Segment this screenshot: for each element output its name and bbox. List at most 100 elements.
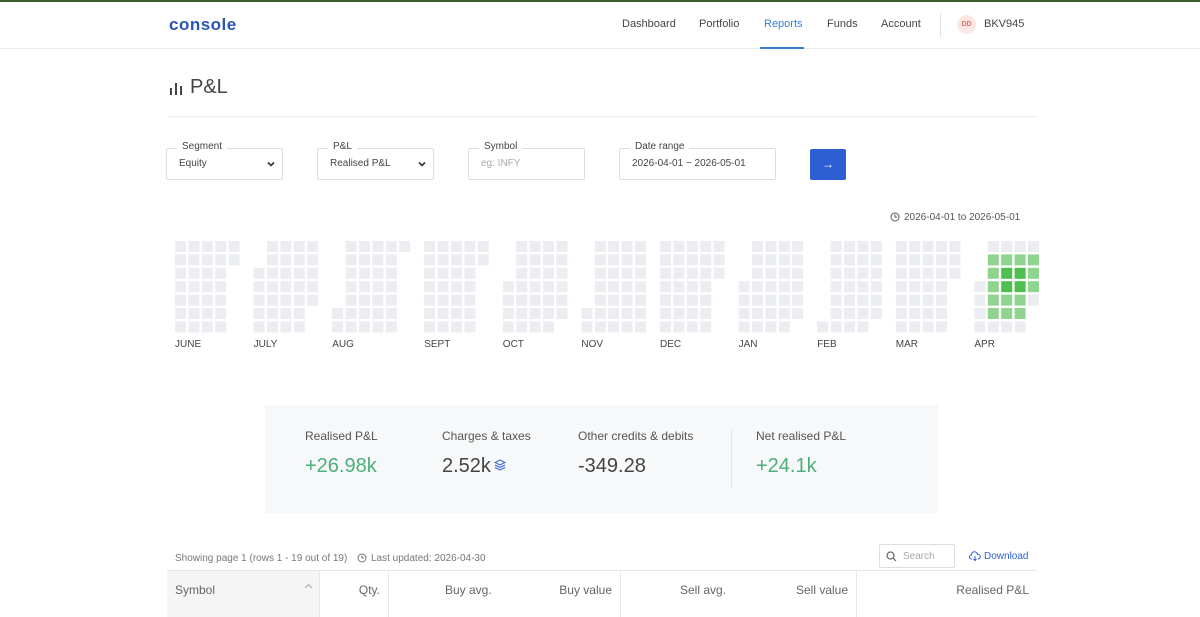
heatmap-day-cell[interactable]	[949, 267, 961, 279]
heatmap-day-cell[interactable]	[817, 321, 829, 333]
heatmap-day-cell[interactable]	[844, 267, 855, 279]
heatmap-day-cell[interactable]	[830, 321, 842, 333]
heatmap-day-cell[interactable]	[936, 294, 947, 306]
heatmap-day-cell[interactable]	[594, 254, 606, 266]
heatmap-day-cell[interactable]	[673, 308, 685, 319]
heatmap-day-cell[interactable]	[516, 294, 528, 306]
heatmap-day-cell[interactable]	[1028, 254, 1039, 266]
heatmap-day-cell[interactable]	[936, 321, 947, 333]
heatmap-day-cell[interactable]	[345, 267, 357, 279]
heatmap-day-cell[interactable]	[385, 281, 397, 293]
heatmap-day-cell[interactable]	[936, 254, 947, 266]
heatmap-day-cell[interactable]	[1014, 254, 1026, 266]
heatmap-day-cell[interactable]	[660, 241, 671, 252]
heatmap-day-cell[interactable]	[293, 281, 305, 293]
heatmap-day-cell[interactable]	[700, 254, 712, 266]
heatmap-day-cell[interactable]	[844, 241, 855, 252]
heatmap-day-cell[interactable]	[987, 321, 999, 333]
heatmap-day-cell[interactable]	[543, 241, 554, 252]
heatmap-day-cell[interactable]	[502, 294, 514, 306]
heatmap-day-cell[interactable]	[635, 241, 646, 252]
heatmap-day-cell[interactable]	[201, 267, 213, 279]
heatmap-day-cell[interactable]	[660, 267, 671, 279]
heatmap-day-cell[interactable]	[188, 254, 200, 266]
heatmap-day-cell[interactable]	[581, 308, 593, 319]
heatmap-day-cell[interactable]	[621, 294, 633, 306]
heatmap-day-cell[interactable]	[895, 281, 907, 293]
heatmap-day-cell[interactable]	[293, 241, 305, 252]
heatmap-day-cell[interactable]	[215, 308, 227, 319]
heatmap-day-cell[interactable]	[516, 254, 528, 266]
avatar[interactable]: DD	[957, 15, 976, 34]
heatmap-day-cell[interactable]	[215, 294, 227, 306]
heatmap-day-cell[interactable]	[543, 254, 554, 266]
heatmap-day-cell[interactable]	[477, 241, 489, 252]
heatmap-day-cell[interactable]	[700, 241, 712, 252]
heatmap-day-cell[interactable]	[922, 321, 934, 333]
heatmap-day-cell[interactable]	[987, 281, 999, 293]
heatmap-day-cell[interactable]	[345, 308, 357, 319]
heatmap-day-cell[interactable]	[830, 308, 842, 319]
heatmap-day-cell[interactable]	[529, 281, 541, 293]
heatmap-day-cell[interactable]	[359, 241, 370, 252]
heatmap-day-cell[interactable]	[700, 294, 712, 306]
heatmap-day-cell[interactable]	[857, 321, 869, 333]
heatmap-day-cell[interactable]	[280, 267, 292, 279]
heatmap-day-cell[interactable]	[936, 241, 947, 252]
heatmap-day-cell[interactable]	[437, 254, 449, 266]
heatmap-day-cell[interactable]	[765, 281, 777, 293]
heatmap-day-cell[interactable]	[1028, 241, 1039, 252]
heatmap-day-cell[interactable]	[464, 254, 476, 266]
heatmap-day-cell[interactable]	[1028, 281, 1039, 293]
heatmap-day-cell[interactable]	[359, 254, 370, 266]
heatmap-day-cell[interactable]	[635, 321, 646, 333]
heatmap-day-cell[interactable]	[372, 241, 384, 252]
heatmap-day-cell[interactable]	[332, 308, 344, 319]
heatmap-day-cell[interactable]	[909, 241, 921, 252]
heatmap-day-cell[interactable]	[987, 294, 999, 306]
heatmap-day-cell[interactable]	[621, 281, 633, 293]
layers-icon[interactable]	[493, 459, 506, 471]
heatmap-day-cell[interactable]	[556, 281, 568, 293]
heatmap-day-cell[interactable]	[686, 281, 698, 293]
col-buy-avg-label[interactable]: Buy avg.	[445, 583, 492, 597]
pl-type-select[interactable]: P&L Realised P&L	[317, 141, 434, 180]
heatmap-day-cell[interactable]	[451, 254, 462, 266]
heatmap-day-cell[interactable]	[936, 308, 947, 319]
heatmap-day-cell[interactable]	[857, 267, 869, 279]
heatmap-day-cell[interactable]	[621, 321, 633, 333]
heatmap-day-cell[interactable]	[543, 281, 554, 293]
heatmap-day-cell[interactable]	[188, 267, 200, 279]
heatmap-day-cell[interactable]	[502, 308, 514, 319]
heatmap-day-cell[interactable]	[830, 281, 842, 293]
heatmap-day-cell[interactable]	[293, 321, 305, 333]
heatmap-day-cell[interactable]	[385, 321, 397, 333]
heatmap-day-cell[interactable]	[451, 241, 462, 252]
heatmap-day-cell[interactable]	[765, 308, 777, 319]
heatmap-day-cell[interactable]	[529, 308, 541, 319]
col-realised-pl[interactable]: Realised P&L	[857, 571, 1037, 617]
heatmap-day-cell[interactable]	[188, 241, 200, 252]
heatmap-day-cell[interactable]	[556, 241, 568, 252]
heatmap-day-cell[interactable]	[792, 254, 804, 266]
heatmap-day-cell[interactable]	[752, 308, 763, 319]
heatmap-day-cell[interactable]	[621, 267, 633, 279]
heatmap-day-cell[interactable]	[424, 267, 436, 279]
heatmap-day-cell[interactable]	[987, 308, 999, 319]
heatmap-day-cell[interactable]	[556, 267, 568, 279]
nav-dashboard[interactable]: Dashboard	[622, 18, 676, 30]
heatmap-day-cell[interactable]	[922, 254, 934, 266]
heatmap-day-cell[interactable]	[765, 254, 777, 266]
heatmap-day-cell[interactable]	[437, 267, 449, 279]
heatmap-day-cell[interactable]	[1001, 267, 1013, 279]
symbol-input[interactable]: Symbol eg: INFY	[468, 141, 585, 180]
heatmap-day-cell[interactable]	[752, 241, 763, 252]
col-symbol[interactable]: Symbol	[167, 571, 320, 617]
heatmap-day-cell[interactable]	[830, 267, 842, 279]
heatmap-day-cell[interactable]	[870, 294, 882, 306]
heatmap-day-cell[interactable]	[253, 294, 265, 306]
heatmap-day-cell[interactable]	[424, 281, 436, 293]
heatmap-day-cell[interactable]	[307, 241, 319, 252]
nav-funds[interactable]: Funds	[827, 18, 858, 30]
col-sell-value-label[interactable]: Sell value	[795, 583, 848, 597]
